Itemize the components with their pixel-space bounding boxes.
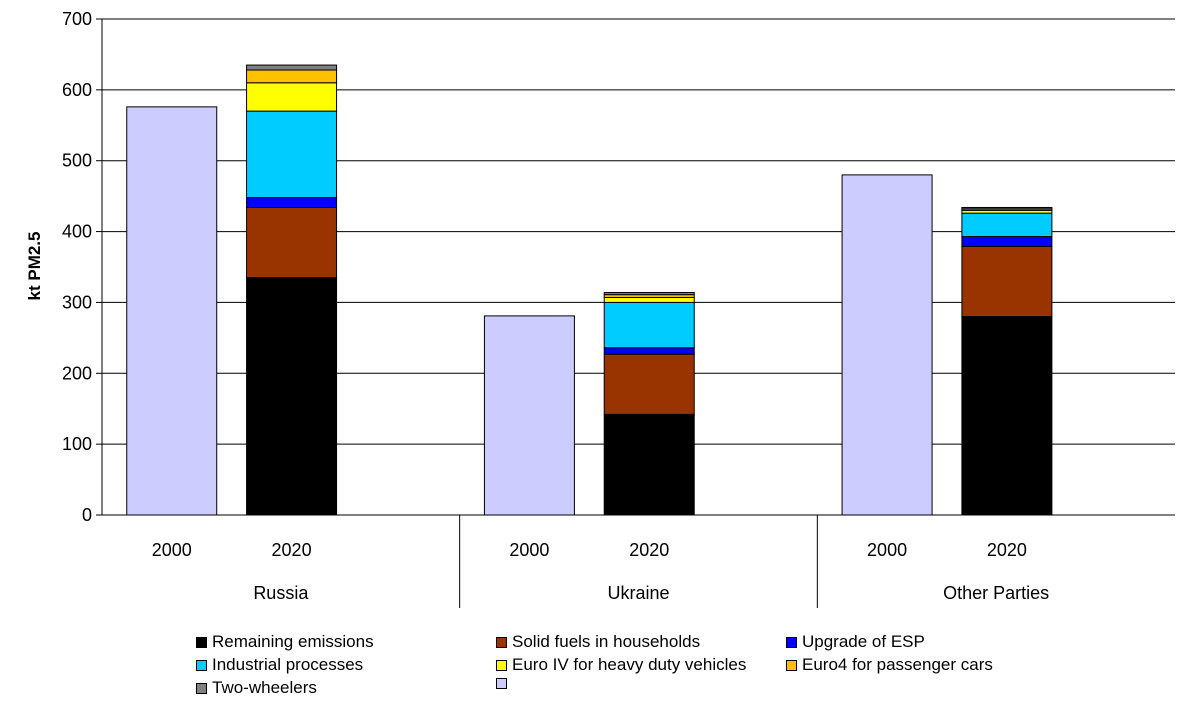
legend-item [496, 678, 512, 689]
legend-item: Euro4 for passenger cars [786, 655, 993, 675]
bar-segment [246, 82, 338, 112]
bar-segment [961, 316, 1053, 516]
y-tick-label: 300 [62, 292, 92, 312]
x-tick-label: 2000 [152, 540, 192, 560]
bar-segment [603, 301, 695, 349]
group-label: Other Parties [943, 583, 1049, 603]
bars [126, 64, 1053, 516]
y-tick-label: 100 [62, 434, 92, 454]
legend-label: Euro IV for heavy duty vehicles [512, 655, 747, 674]
bar-segment [246, 206, 338, 279]
x-tick-label: 2000 [509, 540, 549, 560]
legend-swatch [786, 659, 797, 671]
legend-item: Remaining emissions [196, 632, 374, 652]
legend-item: Solid fuels in households [496, 632, 700, 652]
legend-swatch [496, 636, 507, 648]
bar-segment [841, 174, 933, 516]
legend-label: Remaining emissions [212, 632, 374, 651]
legend-swatch [496, 678, 507, 689]
bar-segment [603, 413, 695, 516]
bar-segment [246, 277, 338, 516]
legend-swatch [786, 636, 797, 648]
legend-label: Euro4 for passenger cars [802, 655, 993, 674]
y-tick-label: 0 [82, 505, 92, 525]
bar-segment [483, 315, 575, 516]
x-tick-label: 2000 [867, 540, 907, 560]
bar-segment [603, 296, 695, 303]
group-label: Russia [253, 583, 309, 603]
legend-item: Two-wheelers [196, 678, 317, 698]
axes: 0 100 200 300 400 500 600 700 2000 2020 Russia 2000… [62, 9, 1175, 608]
legend-item: Industrial processes [196, 655, 363, 675]
legend-label: Industrial processes [212, 655, 364, 674]
bar-segment [246, 197, 338, 208]
y-axis-label: kt PM2.5 [25, 232, 44, 301]
x-tick-label: 2020 [272, 540, 312, 560]
y-tick-label: 600 [62, 80, 92, 100]
legend-swatch [196, 659, 207, 671]
bar-segment [126, 106, 218, 516]
bar-segment [961, 245, 1053, 318]
legend-label: Solid fuels in households [512, 632, 701, 651]
x-tick-label: 2020 [629, 540, 669, 560]
bar-segment [246, 64, 338, 71]
y-tick-label: 400 [62, 222, 92, 242]
legend-label: Two-wheelers [212, 678, 317, 697]
bar-segment [246, 110, 338, 199]
y-tick-label: 200 [62, 363, 92, 383]
y-tick-label: 500 [62, 151, 92, 171]
legend-item: Euro IV for heavy duty vehicles [496, 655, 746, 675]
legend-swatch [196, 636, 207, 648]
bar-segment [603, 353, 695, 415]
y-tick-label: 700 [62, 9, 92, 29]
bar-segment [246, 69, 338, 84]
bar-segment [603, 292, 695, 296]
bar-segment [961, 206, 1053, 210]
group-label: Ukraine [607, 583, 669, 603]
legend-label: Upgrade of ESP [802, 632, 925, 651]
legend-item: Upgrade of ESP [786, 632, 925, 652]
bar-segment [961, 212, 1053, 238]
x-tick-label: 2020 [987, 540, 1027, 560]
legend-swatch [496, 659, 507, 671]
legend-swatch [196, 682, 207, 694]
bar-segment [603, 347, 695, 355]
bar-segment [961, 236, 1053, 247]
